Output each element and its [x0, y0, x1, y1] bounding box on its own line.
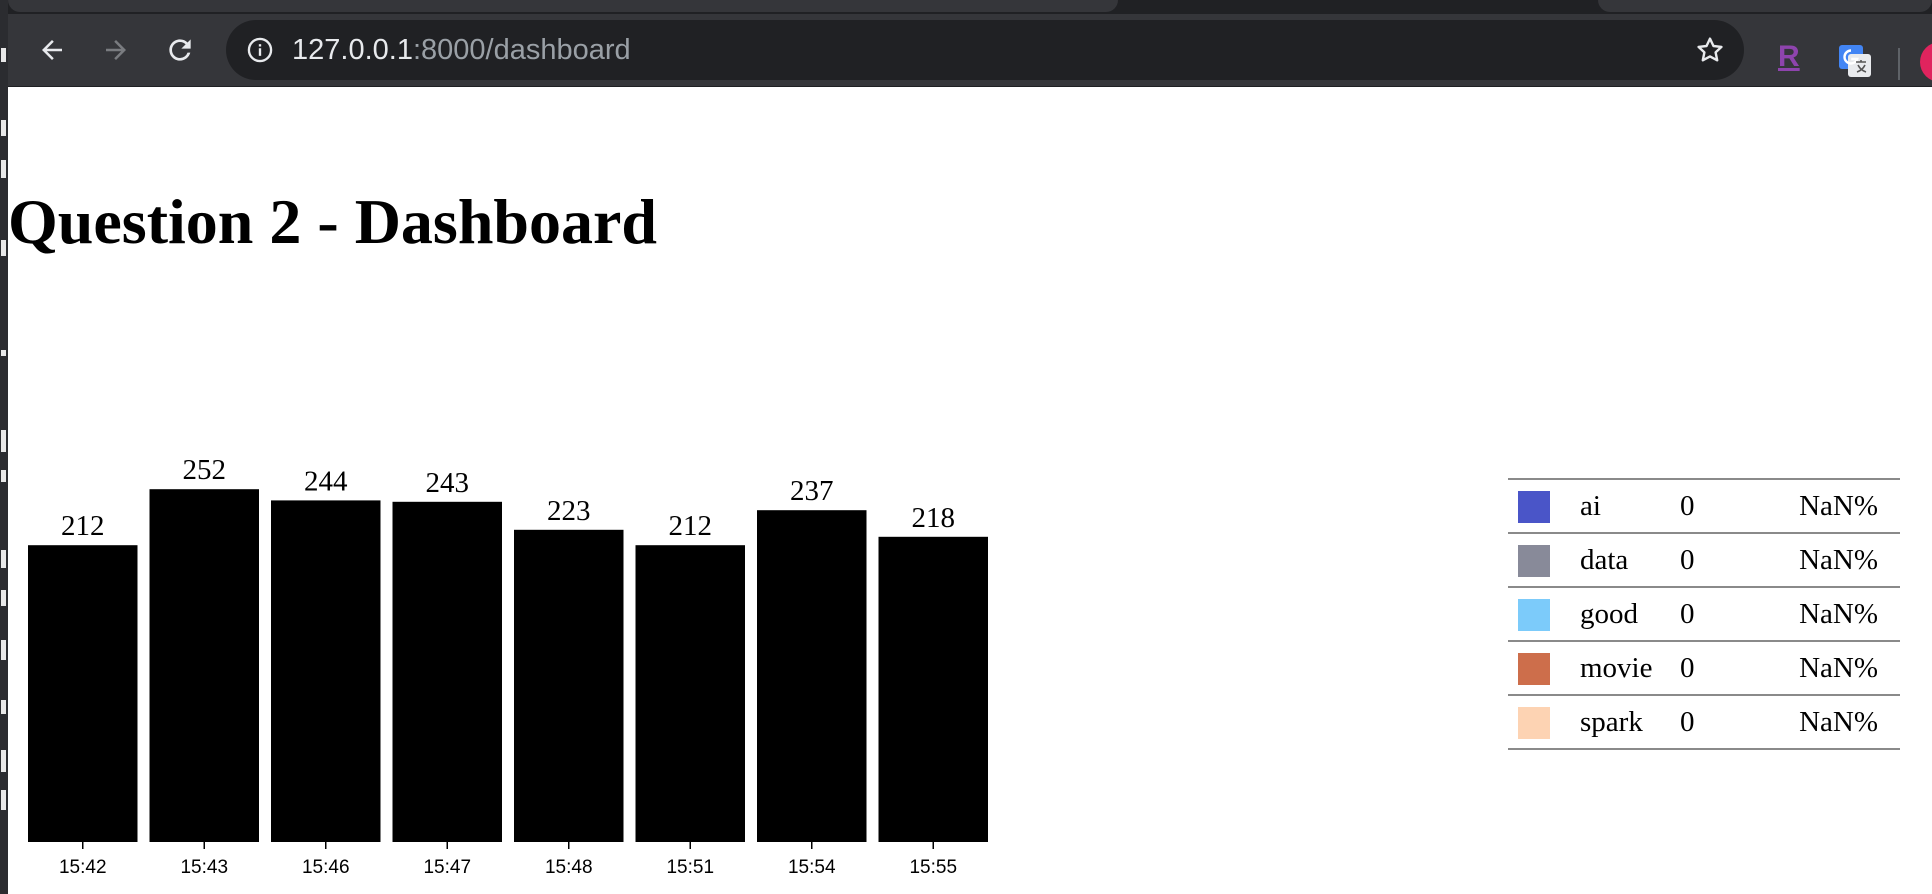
bar-value-label: 212	[61, 510, 105, 542]
legend-percent: NaN%	[1798, 532, 1900, 587]
url-host: 127.0.0.1	[292, 34, 413, 66]
legend-row: ai 0 NaN%	[1508, 478, 1900, 533]
legend-percent: NaN%	[1798, 586, 1900, 641]
legend-count: 0	[1680, 478, 1798, 533]
bar-15:47	[392, 501, 502, 842]
legend-percent: NaN%	[1798, 640, 1900, 695]
legend-table: ai 0 NaN% data 0 NaN% good 0 NaN% movie …	[1508, 478, 1900, 750]
forward-arrow-icon	[106, 40, 126, 60]
bar-15:54	[757, 510, 867, 842]
bar-value-label: 243	[426, 467, 470, 499]
info-icon[interactable]	[246, 36, 274, 64]
x-tick-label: 15:54	[788, 857, 836, 878]
toolbar-separator	[1898, 48, 1900, 80]
legend-count: 0	[1680, 586, 1798, 641]
x-tick-label: 15:48	[545, 857, 593, 878]
back-button[interactable]	[32, 30, 72, 70]
back-arrow-icon	[42, 40, 62, 60]
legend-name: spark	[1580, 694, 1680, 750]
reload-icon	[169, 39, 191, 61]
x-tick-label: 15:47	[423, 857, 471, 878]
x-tick-label: 15:51	[666, 857, 714, 878]
legend-name: data	[1580, 532, 1680, 587]
legend-swatch-ai	[1518, 491, 1550, 524]
legend-count: 0	[1680, 640, 1798, 695]
extension-r-icon[interactable]: R	[1778, 40, 1800, 73]
bar-15:46	[271, 500, 381, 842]
x-tick-label: 15:55	[909, 857, 957, 878]
bar-value-label: 244	[304, 465, 348, 497]
legend-swatch-data	[1518, 545, 1550, 578]
forward-button[interactable]	[96, 30, 136, 70]
bar-15:42	[28, 545, 138, 842]
legend-name: ai	[1580, 478, 1680, 533]
browser-toolbar: 127.0.0.1:8000/dashboard R	[8, 14, 1932, 87]
url-path: :8000/dashboard	[412, 34, 631, 66]
page-title: Question 2 - Dashboard	[8, 186, 657, 257]
reload-button[interactable]	[160, 30, 200, 70]
legend-count: 0	[1680, 532, 1798, 587]
url-text[interactable]: 127.0.0.1:8000/dashboard	[292, 34, 631, 66]
legend-name: good	[1580, 586, 1680, 641]
bar-value-label: 218	[912, 502, 956, 534]
x-tick-label: 15:46	[302, 857, 350, 878]
bar-15:55	[878, 536, 988, 842]
legend-name: movie	[1580, 640, 1680, 695]
legend-swatch-spark	[1518, 707, 1550, 740]
legend-percent: NaN%	[1798, 478, 1900, 533]
legend-row: data 0 NaN%	[1508, 532, 1900, 587]
background-window-edge	[0, 0, 8, 894]
legend-percent: NaN%	[1798, 694, 1900, 750]
bar-value-label: 223	[547, 495, 591, 527]
bar-15:43	[149, 489, 259, 842]
bar-value-label: 212	[669, 510, 713, 542]
profile-avatar[interactable]	[1920, 42, 1932, 82]
x-tick-label: 15:42	[59, 857, 107, 878]
bar-value-label: 237	[790, 475, 834, 507]
bar-value-label: 252	[183, 454, 227, 486]
legend-swatch-movie	[1518, 653, 1550, 686]
address-bar[interactable]: 127.0.0.1:8000/dashboard	[226, 20, 1744, 80]
x-tick-label: 15:43	[180, 857, 228, 878]
bar-chart: 212 15:42 252 15:43 244 15:46 243 15:47 223 15:48…	[28, 454, 988, 878]
google-translate-icon[interactable]	[1838, 44, 1872, 78]
bar-15:51	[635, 545, 745, 842]
tab-strip	[8, 0, 1932, 14]
bookmark-star-icon[interactable]	[1694, 34, 1726, 66]
bar-15:48	[514, 529, 624, 842]
legend-count: 0	[1680, 694, 1798, 750]
legend-row: good 0 NaN%	[1508, 586, 1900, 641]
legend-swatch-good	[1518, 599, 1550, 632]
legend-row: spark 0 NaN%	[1508, 694, 1900, 750]
legend-row: movie 0 NaN%	[1508, 640, 1900, 695]
